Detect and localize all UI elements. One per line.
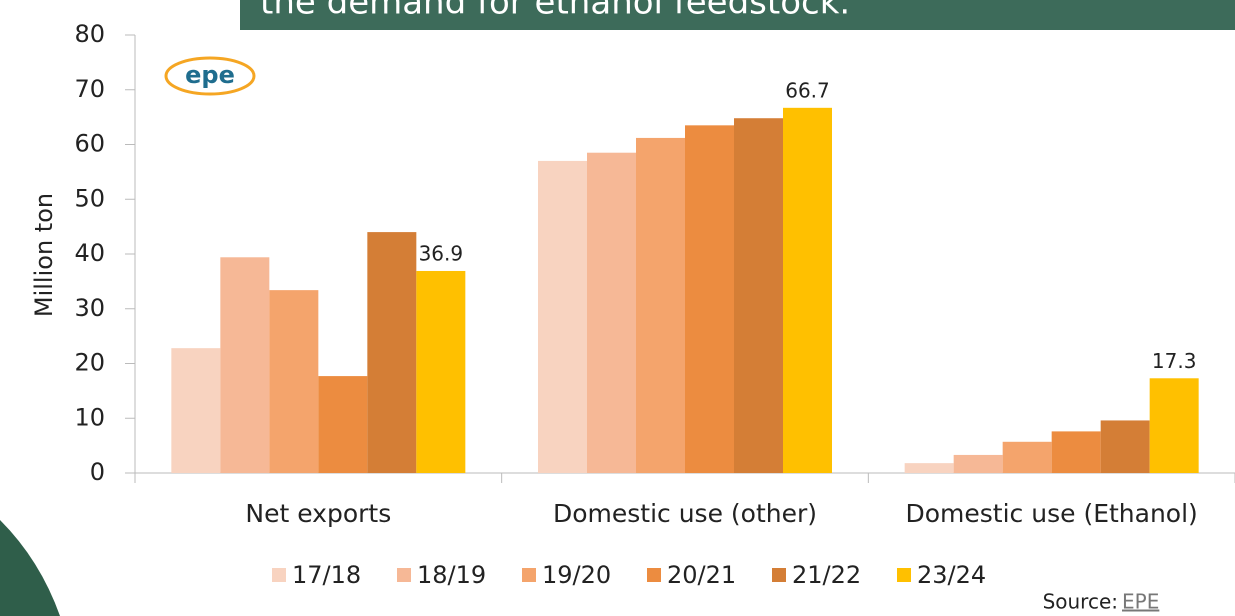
source-label: Source:	[1043, 590, 1118, 614]
chart-title: the demand for ethanol feedstock.	[260, 0, 850, 23]
bar	[1002, 441, 1052, 473]
data-label: 36.9	[419, 241, 464, 265]
legend-label: 21/22	[792, 561, 861, 589]
y-tick-label: 60	[74, 130, 105, 158]
legend-swatch	[272, 568, 286, 582]
y-tick-label: 70	[74, 75, 105, 103]
bar	[538, 160, 587, 474]
legend-swatch	[647, 568, 661, 582]
bar	[734, 118, 783, 473]
legend-swatch	[897, 568, 911, 582]
x-tick-label: Net exports	[245, 499, 391, 528]
legend-swatch	[397, 568, 411, 582]
bar	[171, 348, 221, 473]
x-tick-label: Domestic use (other)	[553, 499, 817, 528]
title-banner	[240, 0, 1235, 30]
bar	[220, 257, 270, 473]
bar	[685, 125, 734, 474]
x-tick-label: Domestic use (Ethanol)	[906, 499, 1198, 528]
y-tick-label: 10	[74, 403, 105, 431]
bar	[1100, 420, 1150, 473]
logo: epe	[185, 61, 235, 89]
bar	[904, 463, 954, 473]
legend-swatch	[522, 568, 536, 582]
bar	[367, 232, 417, 473]
y-tick-label: 50	[74, 184, 105, 212]
corner-decoration	[0, 520, 60, 616]
logo-ring	[164, 56, 256, 96]
legend-label: 20/21	[667, 561, 736, 589]
bar	[416, 270, 466, 473]
legend-label: 23/24	[917, 561, 986, 589]
y-tick-label: 80	[74, 20, 105, 48]
legend-label: 17/18	[292, 561, 361, 589]
y-tick-label: 40	[74, 239, 105, 267]
source-link[interactable]: EPE	[1122, 590, 1159, 614]
y-tick-label: 20	[74, 349, 105, 377]
bar	[636, 137, 685, 473]
legend-swatch	[772, 568, 786, 582]
y-axis-label: Million ton	[30, 193, 58, 317]
y-tick-label: 30	[74, 294, 105, 322]
bar	[318, 376, 368, 473]
data-label: 66.7	[785, 78, 830, 102]
y-tick-label: 0	[90, 458, 105, 486]
bar	[1149, 378, 1199, 473]
legend-label: 19/20	[542, 561, 611, 589]
bar	[953, 454, 1003, 473]
bar	[1051, 431, 1101, 473]
data-label: 17.3	[1152, 349, 1197, 373]
bar	[587, 152, 636, 473]
bar	[269, 290, 319, 473]
legend-label: 18/19	[417, 561, 486, 589]
bar	[783, 107, 832, 473]
